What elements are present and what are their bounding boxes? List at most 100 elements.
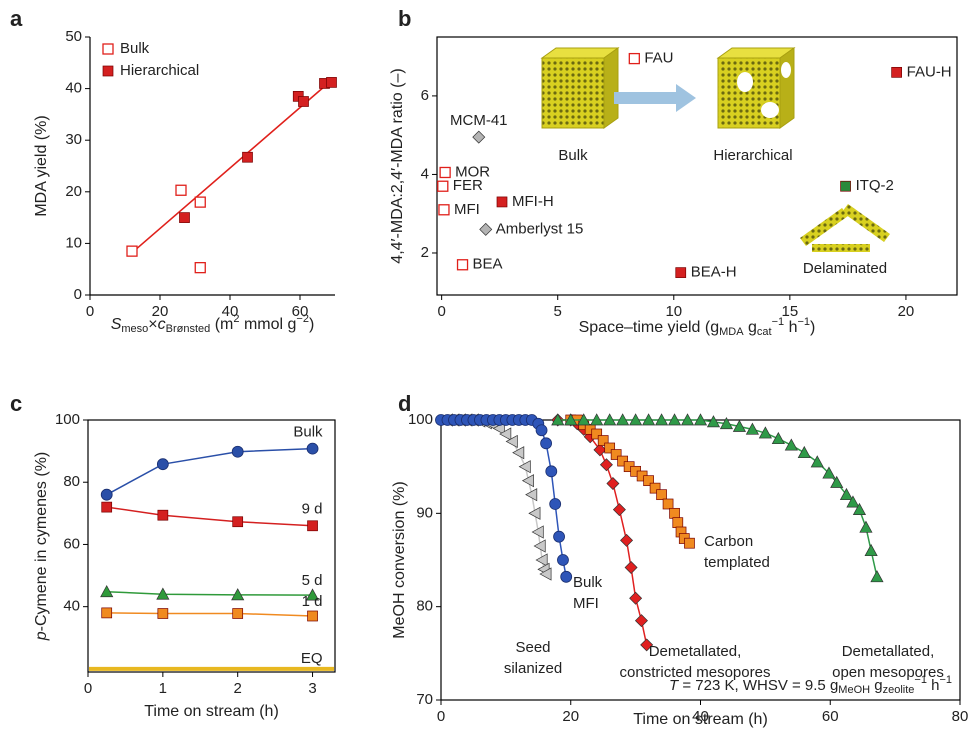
y-tick-label: 20 bbox=[65, 183, 82, 200]
data-point bbox=[629, 54, 639, 64]
data-point bbox=[546, 466, 557, 477]
text-part: × bbox=[148, 316, 157, 333]
text-part: zeolite bbox=[883, 684, 915, 696]
text-part: −1 bbox=[772, 316, 785, 328]
y-axis-label: 4,4′-MDA:2,4′-MDA ratio (–) bbox=[389, 68, 406, 263]
x-tick-label: 5 bbox=[554, 303, 562, 320]
data-point bbox=[439, 205, 449, 215]
data-point bbox=[158, 609, 168, 619]
text-part: ) bbox=[810, 319, 815, 336]
text-part: −1 bbox=[939, 674, 952, 686]
equilibrium-label: EQ bbox=[301, 650, 323, 667]
series-label: silanized bbox=[504, 660, 562, 677]
y-tick-label: 4 bbox=[421, 165, 429, 182]
plot-frame bbox=[88, 420, 335, 672]
pore bbox=[781, 62, 791, 78]
text-part: S bbox=[111, 316, 122, 333]
data-point bbox=[195, 197, 205, 207]
x-axis-label: Time on stream (h) bbox=[144, 703, 279, 720]
y-tick-label: 60 bbox=[63, 535, 80, 552]
data-point bbox=[621, 534, 633, 546]
text-part: meso bbox=[121, 323, 148, 335]
text-part: MeOH bbox=[838, 684, 870, 696]
data-point bbox=[458, 260, 468, 270]
point-label: Amberlyst 15 bbox=[496, 220, 584, 237]
x-tick-label: 0 bbox=[437, 708, 445, 725]
legend-marker bbox=[103, 66, 113, 76]
y-tick-label: 2 bbox=[421, 244, 429, 261]
data-point bbox=[865, 545, 877, 556]
data-point bbox=[550, 499, 561, 510]
y-tick-label: 6 bbox=[421, 87, 429, 104]
data-point bbox=[327, 77, 337, 87]
x-tick-label: 60 bbox=[822, 708, 839, 725]
panel-label: b bbox=[398, 6, 411, 31]
data-point bbox=[233, 609, 243, 619]
x-tick-label: 3 bbox=[308, 680, 316, 697]
text-part: ) bbox=[309, 316, 314, 333]
x-tick-label: 20 bbox=[898, 303, 915, 320]
series-label: Carbon bbox=[704, 533, 753, 550]
panel-label: a bbox=[10, 6, 23, 31]
y-axis-label: p-Cymene in cymenes (%) bbox=[33, 452, 50, 642]
data-point bbox=[841, 181, 851, 191]
y-axis-label: MDA yield (%) bbox=[33, 115, 50, 216]
text-part: mmol g bbox=[240, 316, 297, 333]
data-point bbox=[541, 438, 552, 449]
data-point bbox=[233, 517, 243, 527]
text-part: (m bbox=[210, 316, 233, 333]
point-label: BEA bbox=[473, 256, 503, 273]
data-point bbox=[561, 571, 572, 582]
x-tick-label: 0 bbox=[437, 303, 445, 320]
text-part: g bbox=[870, 677, 883, 694]
y-tick-label: 100 bbox=[55, 411, 80, 428]
data-point bbox=[871, 571, 883, 582]
x-tick-label: 10 bbox=[665, 303, 682, 320]
text-part: = 723 K, WHSV = 9.5 g bbox=[678, 677, 838, 694]
data-point bbox=[607, 477, 619, 489]
data-point bbox=[180, 213, 190, 223]
data-point bbox=[102, 502, 112, 512]
data-point bbox=[676, 268, 686, 278]
series-line bbox=[107, 449, 313, 495]
data-point bbox=[157, 459, 168, 470]
data-point bbox=[785, 439, 797, 450]
data-point bbox=[635, 615, 647, 627]
data-point bbox=[102, 608, 112, 618]
series-line bbox=[107, 613, 313, 616]
data-point bbox=[308, 611, 318, 621]
data-point bbox=[670, 508, 680, 518]
bulk-cube bbox=[542, 58, 604, 128]
data-point bbox=[557, 555, 568, 566]
data-point bbox=[513, 447, 524, 459]
text-part: −1 bbox=[914, 674, 927, 686]
bulk-cube-side bbox=[604, 48, 618, 128]
hierarchical-cube-side bbox=[780, 48, 794, 128]
annotation: Hierarchical bbox=[713, 147, 792, 164]
text-part: Space–time yield (g bbox=[579, 319, 720, 336]
y-tick-label: 40 bbox=[63, 598, 80, 615]
data-point bbox=[232, 446, 243, 457]
point-label: MCM-41 bbox=[450, 112, 508, 129]
legend-label: Bulk bbox=[120, 40, 150, 57]
y-tick-label: 40 bbox=[65, 80, 82, 97]
sheet bbox=[842, 204, 890, 242]
data-point bbox=[195, 263, 205, 273]
y-axis-label: MeOH conversion (%) bbox=[391, 481, 408, 638]
panel-label: c bbox=[10, 391, 22, 416]
data-point bbox=[663, 499, 673, 509]
x-axis-label: Smeso×cBrønsted (m2 mmol g−2) bbox=[111, 313, 315, 335]
x-axis-label: Space–time yield (gMDA gcat−1 h−1) bbox=[579, 316, 816, 338]
series-label: 1 d bbox=[302, 593, 323, 610]
data-point bbox=[657, 490, 667, 500]
series-label: Bulk bbox=[573, 574, 603, 591]
legend-label: Hierarchical bbox=[120, 62, 199, 79]
data-point bbox=[613, 504, 625, 516]
data-point bbox=[176, 185, 186, 195]
data-point bbox=[497, 197, 507, 207]
figure: a020406001020304050Smeso×cBrønsted (m2 m… bbox=[0, 0, 971, 731]
annotation: Bulk bbox=[558, 147, 588, 164]
y-tick-label: 80 bbox=[63, 473, 80, 490]
series-label: Demetallated, bbox=[842, 643, 935, 660]
text-part: −1 bbox=[798, 316, 811, 328]
